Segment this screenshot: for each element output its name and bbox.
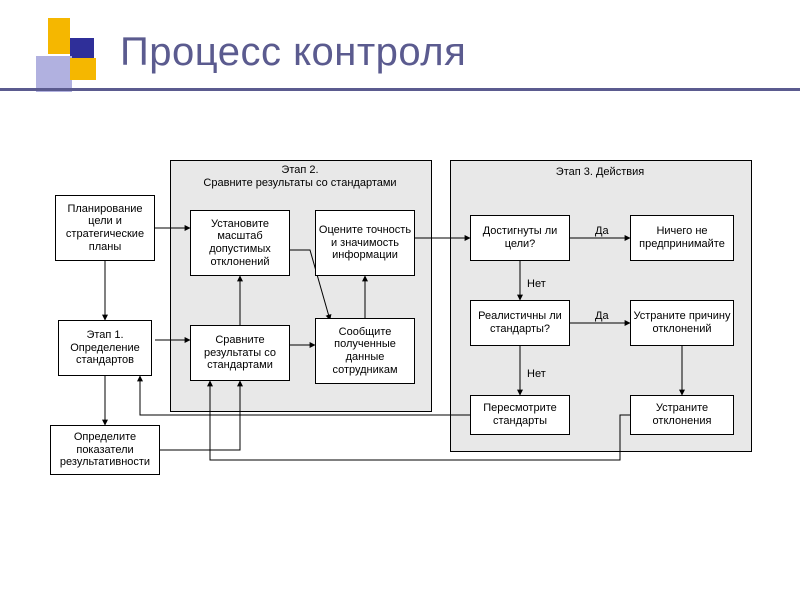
node-scale: Установите масштаб допустимых отклонений (190, 210, 290, 276)
node-fix: Устраните отклонения (630, 395, 734, 435)
page-title: Процесс контроля (120, 30, 466, 75)
node-plan: Планирование цели и стратегические планы (55, 195, 155, 261)
title-rule (0, 88, 800, 91)
node-cause: Устраните причину отклонений (630, 300, 734, 346)
node-stage1: Этап 1. Определение стандартов (58, 320, 152, 376)
node-accuracy: Оцените точность и значимость информации (315, 210, 415, 276)
node-goals: Достигнуты ли цели? (470, 215, 570, 261)
edge-label: Да (595, 225, 609, 237)
slide: { "title": "Процесс контроля", "colors":… (0, 0, 800, 600)
edge-label: Нет (527, 278, 546, 290)
accent-square (70, 58, 96, 80)
stage2-label: Этап 2. Сравните результаты со стандарта… (170, 160, 430, 194)
node-realistic: Реалистичны ли стандарты? (470, 300, 570, 346)
node-report: Сообщите полученные данные сотрудникам (315, 318, 415, 384)
node-nothing: Ничего не предпринимайте (630, 215, 734, 261)
node-revise: Пересмотрите стандарты (470, 395, 570, 435)
stage3-label: Этап 3. Действия (450, 160, 750, 184)
node-compare: Сравните результаты со стандартами (190, 325, 290, 381)
edge-label: Да (595, 310, 609, 322)
accent-square (48, 18, 70, 54)
accent-square (70, 38, 94, 58)
edge-label: Нет (527, 368, 546, 380)
accent-square (36, 56, 72, 92)
node-indicators: Определите показатели результативности (50, 425, 160, 475)
